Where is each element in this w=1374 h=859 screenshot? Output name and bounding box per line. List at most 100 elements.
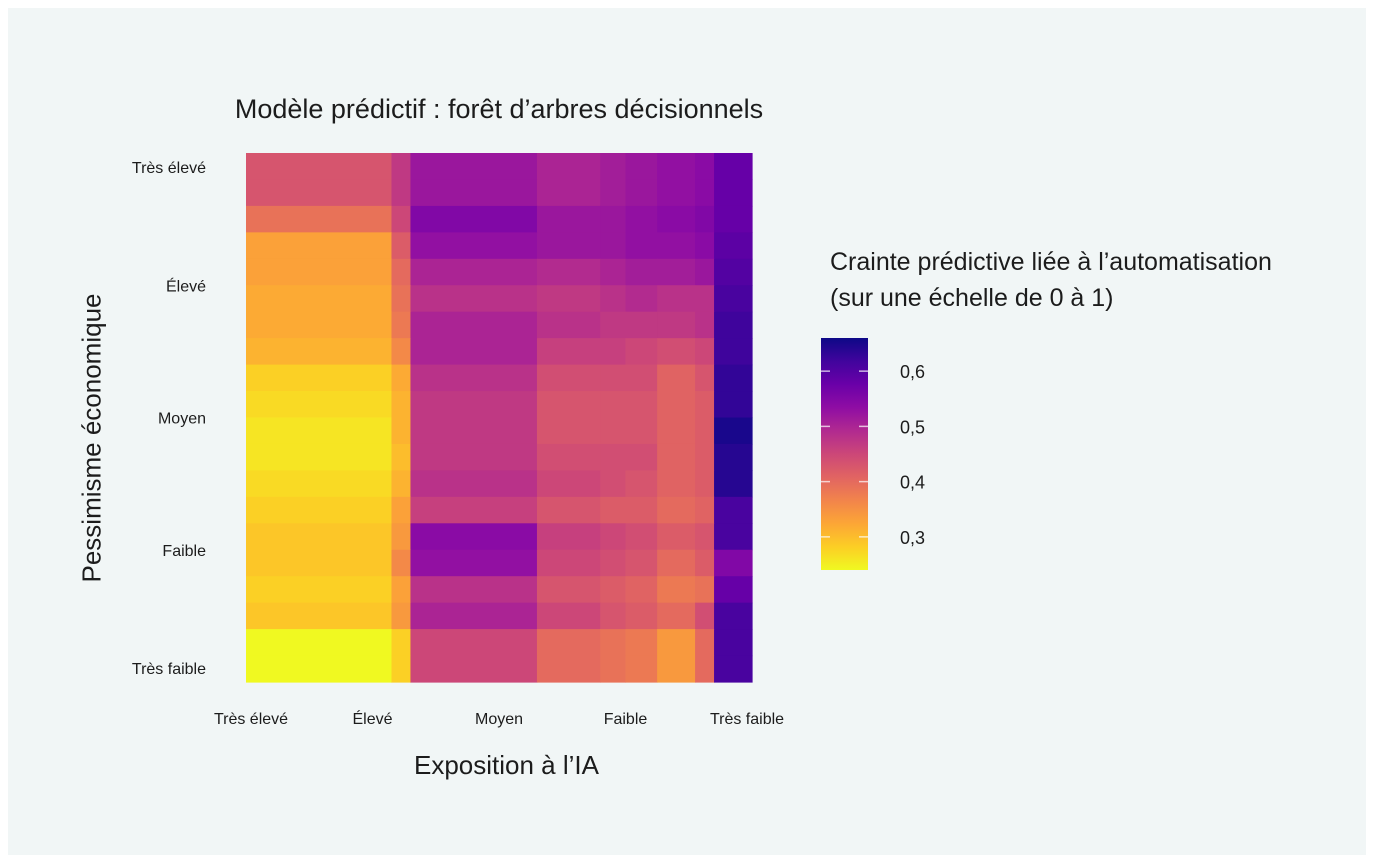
heatmap-cell xyxy=(625,602,658,630)
heatmap-cell xyxy=(657,443,696,471)
heatmap-cell xyxy=(600,496,627,524)
heatmap-cell xyxy=(536,311,601,339)
x-tick-label: Élevé xyxy=(352,709,392,728)
heatmap-cell xyxy=(714,655,753,683)
heatmap-cell xyxy=(625,232,658,260)
heatmap-cell xyxy=(600,629,627,657)
heatmap-cell xyxy=(657,496,696,524)
heatmap-cell xyxy=(410,338,538,366)
heatmap-cell xyxy=(695,602,715,630)
heatmap-cell xyxy=(246,655,393,683)
heatmap-cell xyxy=(246,496,393,524)
heatmap-cell xyxy=(391,549,412,577)
heatmap-cell xyxy=(600,655,627,683)
heatmap-cell xyxy=(410,470,538,498)
x-tick-label: Moyen xyxy=(475,711,523,728)
heatmap-cell xyxy=(625,496,658,524)
heatmap-cell xyxy=(657,338,696,366)
heatmap-cell xyxy=(536,443,601,471)
heatmap-cell xyxy=(714,258,753,286)
heatmap-cell xyxy=(714,496,753,524)
heatmap-cell xyxy=(625,443,658,471)
heatmap-cell xyxy=(246,417,393,445)
legend-colorbar xyxy=(821,338,868,570)
heatmap-cell xyxy=(410,285,538,313)
heatmap-cell xyxy=(246,364,393,392)
x-tick-label: Très élevé xyxy=(214,711,288,728)
x-tick-labels: Très élevé Élevé Moyen Faible Très faible xyxy=(214,709,784,728)
heatmap-cell xyxy=(600,232,627,260)
heatmap-cell xyxy=(391,205,412,233)
heatmap-cell xyxy=(657,258,696,286)
heatmap-cell xyxy=(410,496,538,524)
heatmap-cell xyxy=(246,523,393,551)
heatmap-cell xyxy=(695,470,715,498)
heatmap-cell xyxy=(536,629,601,657)
heatmap-cell xyxy=(410,549,538,577)
heatmap-cell xyxy=(657,285,696,313)
heatmap-cell xyxy=(536,602,601,630)
heatmap-cell xyxy=(657,311,696,339)
heatmap-cell xyxy=(391,655,412,683)
heatmap-cell xyxy=(714,232,753,260)
heatmap-cell xyxy=(695,417,715,445)
heatmap-cell xyxy=(391,417,412,445)
heatmap-cell xyxy=(714,549,753,577)
heatmap-cell xyxy=(625,338,658,366)
heatmap-cell xyxy=(410,205,538,233)
heatmap-cell xyxy=(657,576,696,604)
heatmap-cell xyxy=(695,496,715,524)
heatmap-cell xyxy=(600,364,627,392)
heatmap-cell xyxy=(410,179,538,207)
heatmap-cell xyxy=(246,258,393,286)
heatmap-cell xyxy=(246,443,393,471)
heatmap-cells xyxy=(246,153,753,683)
heatmap-cell xyxy=(246,391,393,419)
heatmap-cell xyxy=(625,258,658,286)
heatmap-cell xyxy=(410,311,538,339)
heatmap-cell xyxy=(410,417,538,445)
heatmap-cell xyxy=(657,232,696,260)
heatmap-cell xyxy=(246,629,393,657)
heatmap-cell xyxy=(410,443,538,471)
heatmap-cell xyxy=(246,153,393,181)
heatmap-cell xyxy=(600,311,627,339)
heatmap-cell xyxy=(410,629,538,657)
heatmap-cell xyxy=(714,179,753,207)
heatmap-cell xyxy=(657,417,696,445)
heatmap-cell xyxy=(714,443,753,471)
heatmap-cell xyxy=(246,232,393,260)
heatmap-cell xyxy=(246,576,393,604)
heatmap-cell xyxy=(714,311,753,339)
heatmap-cell xyxy=(714,629,753,657)
heatmap-cell xyxy=(657,391,696,419)
heatmap-cell xyxy=(391,338,412,366)
heatmap-cell xyxy=(536,205,601,233)
heatmap-cell xyxy=(391,232,412,260)
heatmap-cell xyxy=(410,232,538,260)
heatmap-cell xyxy=(625,205,658,233)
heatmap-cell xyxy=(657,523,696,551)
heatmap-cell xyxy=(695,629,715,657)
heatmap-cell xyxy=(600,523,627,551)
heatmap-cell xyxy=(625,364,658,392)
heatmap-cell xyxy=(714,338,753,366)
heatmap-cell xyxy=(625,470,658,498)
heatmap-cell xyxy=(391,576,412,604)
heatmap-cell xyxy=(536,576,601,604)
y-tick-label: Très faible xyxy=(132,661,206,678)
heatmap-cell xyxy=(695,258,715,286)
legend-tick-label: 0,3 xyxy=(900,528,925,548)
heatmap-cell xyxy=(536,523,601,551)
heatmap-cell xyxy=(391,311,412,339)
heatmap-cell xyxy=(536,496,601,524)
heatmap-cell xyxy=(695,338,715,366)
heatmap-cell xyxy=(600,258,627,286)
heatmap-cell xyxy=(600,443,627,471)
heatmap-cell xyxy=(657,655,696,683)
x-tick-label: Faible xyxy=(604,711,648,728)
heatmap-cell xyxy=(714,602,753,630)
heatmap-cell xyxy=(600,417,627,445)
